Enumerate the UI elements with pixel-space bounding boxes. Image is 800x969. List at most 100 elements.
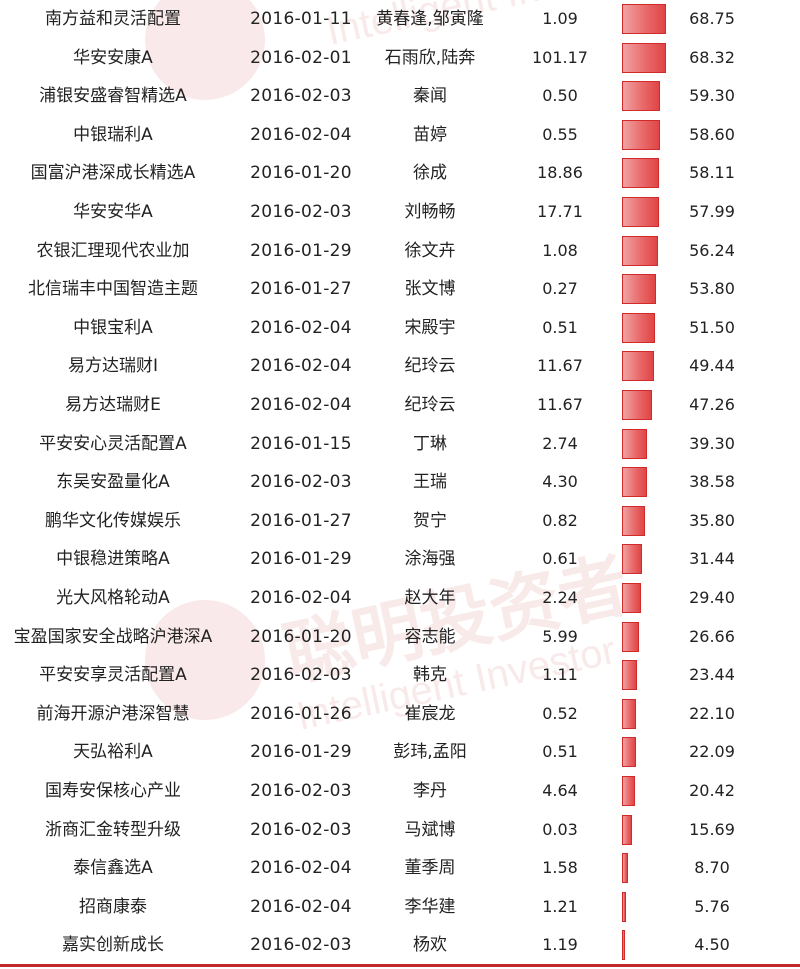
return-bar-cell [622, 39, 670, 78]
return-bar-cell [622, 463, 670, 502]
manager-cell: 黄春逢,邹寅隆 [376, 9, 484, 29]
scale-cell: 4.30 [542, 472, 578, 492]
date-cell: 2016-02-04 [250, 588, 352, 608]
date-cell: 2016-02-03 [250, 665, 352, 686]
return-bar [622, 312, 655, 343]
return-bar [622, 583, 641, 613]
date-cell: 2016-02-04 [250, 395, 352, 415]
fund-name-cell: 嘉实创新成长 [62, 935, 164, 956]
return-bar [622, 197, 660, 227]
scale-cell: 0.51 [542, 317, 578, 337]
fund-name-cell: 天弘裕利A [73, 742, 153, 763]
return-cell: 47.26 [689, 395, 735, 414]
return-bar [622, 351, 654, 382]
table-row: 中银瑞利A 2016-02-04 苗婷 0.55 58.60 [0, 116, 800, 155]
return-cell: 29.40 [689, 588, 735, 607]
table-row: 前海开源沪港深智慧 2016-01-26 崔宸龙 0.52 22.10 [0, 695, 800, 734]
return-bar [622, 853, 628, 884]
fund-name-cell: 鹏华文化传媒娱乐 [45, 510, 181, 531]
date-cell: 2016-01-29 [250, 549, 352, 570]
fund-name-cell: 招商康泰 [79, 896, 147, 917]
return-cell: 20.42 [689, 781, 735, 800]
fund-name-cell: 北信瑞丰中国智造主题 [28, 279, 198, 300]
date-cell: 2016-02-04 [250, 124, 352, 145]
table-row: 国富沪港深成长精选A 2016-01-20 徐成 18.86 58.11 [0, 154, 800, 193]
table-row: 易方达瑞财I 2016-02-04 纪玲云 11.67 49.44 [0, 347, 800, 386]
fund-name-cell: 华安安康A [73, 47, 153, 68]
manager-cell: 张文博 [404, 279, 456, 300]
return-bar [622, 505, 645, 536]
return-bar [622, 660, 637, 691]
manager-cell: 李丹 [413, 781, 447, 801]
manager-cell: 涂海强 [404, 549, 456, 570]
date-cell: 2016-02-03 [250, 935, 352, 956]
scale-cell: 0.03 [542, 819, 578, 839]
manager-cell: 石雨欣,陆奔 [384, 47, 476, 68]
manager-cell: 秦闻 [413, 86, 447, 107]
date-cell: 2016-02-03 [250, 781, 352, 801]
date-cell: 2016-01-27 [250, 510, 352, 531]
return-cell: 23.44 [689, 665, 735, 685]
scale-cell: 0.61 [542, 549, 578, 569]
return-cell: 68.75 [689, 9, 735, 28]
date-cell: 2016-02-01 [250, 47, 352, 68]
return-bar-cell [622, 772, 670, 811]
return-bar [622, 737, 637, 768]
fund-name-cell: 南方益和灵活配置 [45, 9, 181, 29]
return-bar-cell [622, 926, 670, 965]
table-row: 平安安心灵活配置A 2016-01-15 丁琳 2.74 39.30 [0, 425, 800, 464]
return-bar [622, 81, 660, 112]
return-cell: 53.80 [689, 279, 735, 299]
return-bar-cell [622, 309, 670, 348]
return-bar-cell [622, 502, 670, 541]
return-bar-cell [622, 811, 670, 850]
return-bar [622, 158, 660, 189]
date-cell: 2016-01-20 [250, 626, 352, 647]
manager-cell: 贺宁 [413, 510, 447, 531]
return-cell: 22.09 [689, 742, 735, 762]
return-bar-cell [622, 386, 670, 425]
return-cell: 58.11 [689, 163, 735, 183]
return-bar-cell [622, 270, 670, 309]
manager-cell: 苗婷 [413, 124, 447, 145]
return-bar [622, 390, 653, 420]
fund-name-cell: 国寿安保核心产业 [45, 781, 181, 801]
fund-name-cell: 东吴安盈量化A [56, 472, 170, 493]
manager-cell: 徐文卉 [404, 240, 456, 261]
fund-name-cell: 国富沪港深成长精选A [30, 163, 196, 184]
return-bar [622, 930, 625, 961]
return-bar [622, 274, 657, 305]
return-bar [622, 428, 648, 459]
table-row: 中银稳进策略A 2016-01-29 涂海强 0.61 31.44 [0, 540, 800, 579]
scale-cell: 101.17 [532, 47, 588, 67]
date-cell: 2016-02-03 [250, 472, 352, 493]
date-cell: 2016-01-26 [250, 703, 352, 724]
scale-cell: 5.99 [542, 626, 578, 646]
return-bar [622, 4, 666, 34]
return-cell: 39.30 [689, 433, 735, 453]
fund-name-cell: 中银稳进策略A [56, 549, 170, 570]
table-row: 易方达瑞财E 2016-02-04 纪玲云 11.67 47.26 [0, 386, 800, 425]
manager-cell: 王瑞 [413, 472, 447, 493]
date-cell: 2016-01-11 [250, 9, 352, 29]
return-cell: 4.50 [694, 935, 730, 955]
return-bar-cell [622, 425, 670, 464]
manager-cell: 韩克 [413, 665, 447, 686]
table-row: 鹏华文化传媒娱乐 2016-01-27 贺宁 0.82 35.80 [0, 502, 800, 541]
manager-cell: 纪玲云 [404, 395, 456, 415]
manager-cell: 崔宸龙 [404, 703, 456, 724]
return-bar-cell [622, 154, 670, 193]
scale-cell: 0.27 [542, 279, 578, 299]
manager-cell: 杨欢 [413, 935, 447, 956]
manager-cell: 容志能 [404, 626, 456, 647]
return-bar-cell [622, 618, 670, 657]
table-row: 东吴安盈量化A 2016-02-03 王瑞 4.30 38.58 [0, 463, 800, 502]
table-row: 嘉实创新成长 2016-02-03 杨欢 1.19 4.50 [0, 926, 800, 965]
return-bar [622, 467, 647, 498]
scale-cell: 1.11 [542, 665, 578, 685]
date-cell: 2016-01-15 [250, 433, 352, 454]
table-row: 泰信鑫选A 2016-02-04 董季周 1.58 8.70 [0, 849, 800, 888]
return-bar-cell [622, 347, 670, 386]
scale-cell: 17.71 [537, 202, 583, 221]
return-bar [622, 544, 643, 575]
